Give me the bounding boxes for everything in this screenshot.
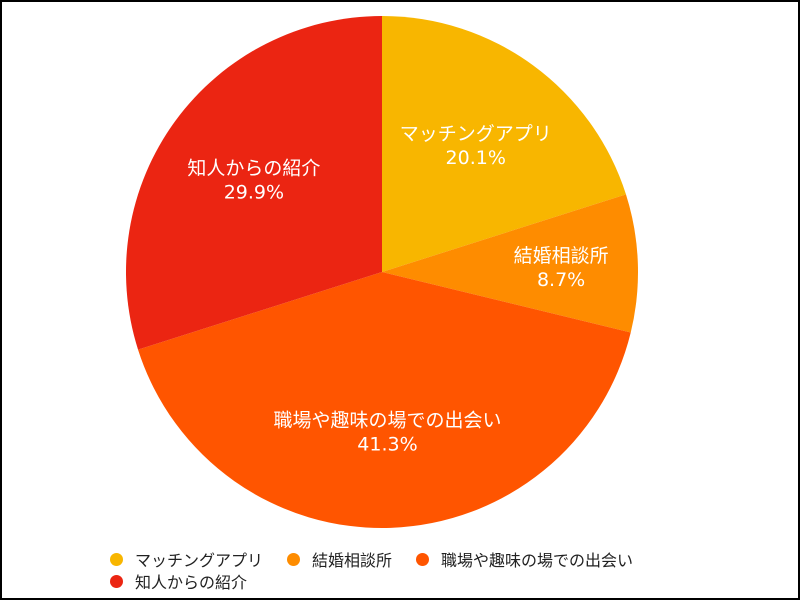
legend-row-1: マッチングアプリ 結婚相談所 職場や趣味の場での出会い xyxy=(110,548,790,570)
slice-value-marriage-agency: 8.7% xyxy=(537,269,585,291)
slice-label-work-hobby: 職場や趣味の場での出会い xyxy=(273,410,501,432)
pie-slice-matching-app xyxy=(382,16,626,272)
legend-item-work-hobby: 職場や趣味の場での出会い xyxy=(416,547,633,571)
slice-value-work-hobby: 41.3% xyxy=(357,434,417,456)
slice-value-introduction: 29.9% xyxy=(224,181,284,203)
legend-label-marriage-agency: 結婚相談所 xyxy=(312,551,393,570)
slice-label-introduction: 知人からの紹介 xyxy=(187,157,320,179)
legend-item-introduction: 知人からの紹介 xyxy=(110,569,247,593)
legend-label-introduction: 知人からの紹介 xyxy=(135,573,248,592)
legend-row-2: 知人からの紹介 xyxy=(110,570,790,592)
legend-swatch-matching-app xyxy=(110,552,123,566)
pie-slice-introduction xyxy=(125,16,382,350)
slice-label-matching-app: マッチングアプリ xyxy=(400,123,552,145)
legend-swatch-introduction xyxy=(110,574,123,588)
legend-swatch-marriage-agency xyxy=(287,552,301,566)
slice-value-matching-app: 20.1% xyxy=(446,147,506,169)
legend-swatch-work-hobby xyxy=(416,552,430,566)
legend-item-matching-app: マッチングアプリ xyxy=(110,547,263,571)
legend-label-matching-app: マッチングアプリ xyxy=(135,551,264,570)
legend-label-work-hobby: 職場や趣味の場での出会い xyxy=(441,551,634,570)
pie-slice-marriage-agency xyxy=(382,194,639,333)
legend-item-marriage-agency: 結婚相談所 xyxy=(287,547,392,571)
legend: マッチングアプリ 結婚相談所 職場や趣味の場での出会い 知人からの紹介 xyxy=(110,548,790,592)
pie-slice-work-hobby xyxy=(138,272,631,528)
slice-label-marriage-agency: 結婚相談所 xyxy=(514,245,609,267)
